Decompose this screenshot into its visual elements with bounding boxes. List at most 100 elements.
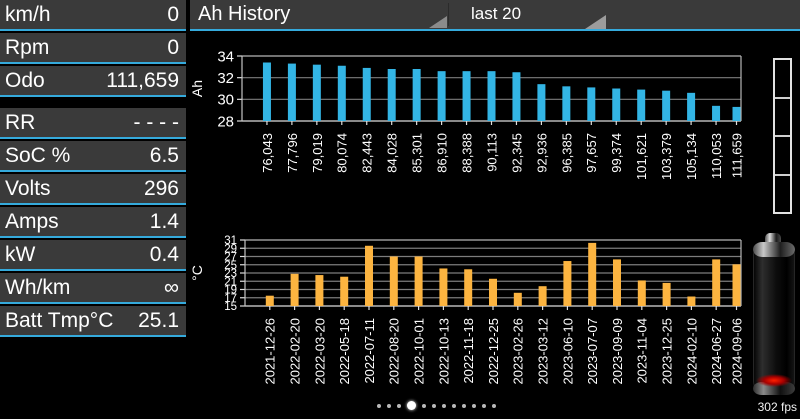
battery-charge-glow (756, 374, 792, 387)
pager-dot-active (407, 401, 416, 410)
metric-value: 0.4 (149, 243, 179, 266)
svg-text:2022-12-25: 2022-12-25 (486, 318, 501, 385)
pager-dot (452, 403, 456, 408)
svg-text:32: 32 (217, 70, 234, 87)
header-divider (448, 3, 449, 26)
page-indicator[interactable] (377, 399, 496, 412)
battery-segment-gauge (773, 58, 792, 214)
pager-dot (462, 403, 466, 408)
svg-text:2023-11-04: 2023-11-04 (635, 318, 650, 384)
metric-value: ∞ (164, 276, 179, 299)
pager-dot (432, 403, 436, 408)
dropdown-triangle-icon (585, 15, 606, 29)
svg-text:110,053: 110,053 (709, 133, 724, 179)
svg-text:19: 19 (224, 285, 237, 297)
pager-dot (397, 403, 401, 408)
svg-text:2022-03-20: 2022-03-20 (312, 318, 327, 385)
svg-text:76,043: 76,043 (260, 133, 275, 173)
metric-label: Amps (5, 210, 59, 233)
svg-text:86,910: 86,910 (435, 133, 450, 173)
metric-value: - - - - (133, 111, 179, 134)
svg-text:105,134: 105,134 (684, 133, 699, 180)
metric-label: Wh/km (5, 276, 71, 299)
svg-text:82,443: 82,443 (360, 133, 375, 173)
metric-row-kw[interactable]: kW 0.4 (0, 240, 186, 271)
svg-text:103,379: 103,379 (659, 133, 674, 180)
metric-value: 1.4 (149, 210, 179, 233)
svg-text:2021-12-26: 2021-12-26 (263, 318, 278, 385)
svg-text:85,301: 85,301 (410, 133, 425, 173)
svg-text:28: 28 (217, 113, 234, 130)
svg-text:15: 15 (224, 301, 237, 313)
battery-cap-top (753, 242, 795, 257)
pager-dot (482, 403, 486, 408)
svg-text:2022-08-20: 2022-08-20 (387, 318, 402, 385)
metric-row-rr[interactable]: RR - - - - (0, 108, 186, 139)
pager-dot (472, 403, 476, 408)
dropdown-triangle-icon (429, 16, 447, 28)
svg-text:111,659: 111,659 (729, 133, 744, 178)
svg-text:2023-12-25: 2023-12-25 (660, 318, 675, 385)
svg-text:90,113: 90,113 (484, 133, 499, 172)
metric-value: 296 (143, 177, 179, 200)
svg-text:°C: °C (189, 265, 205, 281)
metric-row-rpm[interactable]: Rpm 0 (0, 33, 186, 64)
svg-text:77,796: 77,796 (285, 133, 300, 173)
svg-text:29: 29 (224, 243, 237, 255)
svg-text:31: 31 (224, 235, 237, 247)
svg-text:84,028: 84,028 (385, 133, 400, 173)
pager-dot (442, 403, 446, 408)
metric-row-wh-km[interactable]: Wh/km ∞ (0, 273, 186, 304)
fps-counter: 302 fps (757, 400, 797, 414)
metric-row-volts[interactable]: Volts 296 (0, 174, 186, 205)
battery-body (753, 242, 795, 395)
metric-label: SoC % (5, 144, 71, 167)
svg-text:Ah: Ah (189, 80, 205, 97)
metric-value: 6.5 (149, 144, 179, 167)
svg-text:2022-07-11: 2022-07-11 (362, 318, 377, 384)
svg-text:97,657: 97,657 (584, 133, 599, 173)
pager-dot (377, 403, 381, 408)
svg-text:2022-05-18: 2022-05-18 (337, 318, 352, 385)
metric-label: Odo (5, 69, 45, 92)
metric-value: 25.1 (138, 309, 179, 332)
gauge-segment (775, 96, 790, 136)
ah-history-chart: 28 30 32 34 Ah 76,043 77,796 79,019 80,074 82,443… (189, 48, 744, 180)
metric-label: RR (5, 111, 36, 134)
pager-dot (492, 403, 496, 408)
svg-text:2024-09-06: 2024-09-06 (729, 318, 744, 385)
metric-row-soc[interactable]: SoC % 6.5 (0, 141, 186, 172)
gauge-segment (775, 135, 790, 174)
metric-label: km/h (5, 3, 51, 26)
svg-text:27: 27 (224, 252, 237, 264)
metric-row-km-h[interactable]: km/h 0 (0, 0, 186, 31)
metric-value: 111,659 (106, 69, 179, 92)
svg-text:80,074: 80,074 (335, 133, 350, 173)
metric-label: Rpm (5, 36, 50, 59)
svg-text:2023-09-09: 2023-09-09 (610, 318, 625, 385)
chart-title: Ah History (198, 3, 291, 25)
svg-text:92,936: 92,936 (534, 133, 549, 173)
metric-label: kW (5, 243, 36, 266)
svg-text:88,388: 88,388 (459, 133, 474, 173)
metric-row-amps[interactable]: Amps 1.4 (0, 207, 186, 238)
metric-label: Batt Tmp°C (5, 309, 114, 332)
pager-dot (422, 403, 426, 408)
metric-row-odo[interactable]: Odo 111,659 (0, 66, 186, 97)
svg-text:17: 17 (224, 293, 237, 305)
range-label: last 20 (471, 4, 522, 23)
svg-text:2022-10-13: 2022-10-13 (436, 318, 451, 385)
svg-text:2024-02-10: 2024-02-10 (684, 318, 699, 385)
svg-text:21: 21 (224, 276, 237, 288)
svg-text:2024-06-27: 2024-06-27 (709, 318, 724, 385)
svg-text:23: 23 (224, 268, 237, 280)
svg-text:96,385: 96,385 (559, 133, 574, 173)
svg-text:2023-03-12: 2023-03-12 (536, 318, 551, 385)
svg-text:2023-02-26: 2023-02-26 (511, 318, 526, 385)
pager-dot (387, 403, 391, 408)
gauge-segment (775, 173, 790, 213)
svg-text:99,374: 99,374 (609, 133, 624, 173)
svg-text:2023-07-07: 2023-07-07 (585, 318, 600, 385)
metric-row-batt-tmp-c[interactable]: Batt Tmp°C 25.1 (0, 306, 186, 337)
svg-text:2023-06-10: 2023-06-10 (560, 318, 575, 385)
